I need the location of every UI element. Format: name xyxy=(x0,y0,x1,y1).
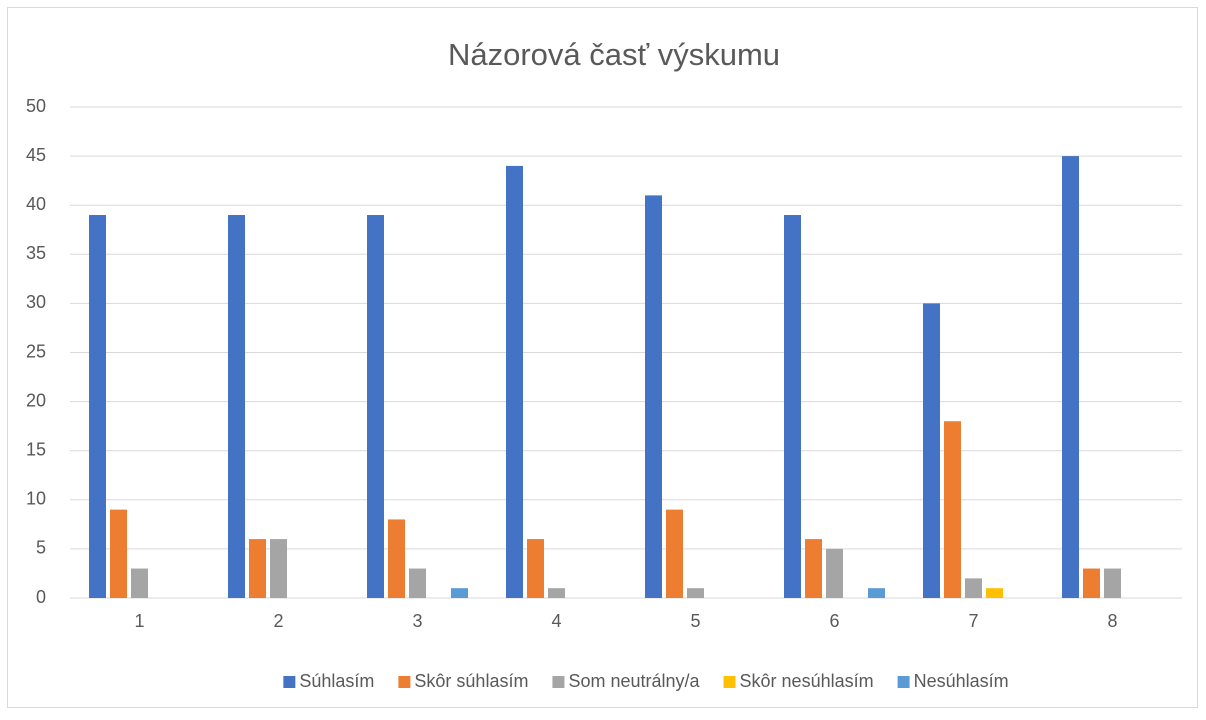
bar xyxy=(270,539,287,598)
y-tick-label: 0 xyxy=(36,587,46,607)
bar xyxy=(249,539,266,598)
bar xyxy=(228,215,245,598)
y-tick-label: 25 xyxy=(26,341,46,361)
legend-label: Som neutrálny/a xyxy=(568,671,700,691)
bar xyxy=(826,548,843,598)
y-tick-label: 35 xyxy=(26,243,46,263)
bar xyxy=(944,421,961,598)
x-tick-label: 2 xyxy=(273,611,283,631)
bar xyxy=(506,165,523,599)
bar xyxy=(548,588,565,598)
bar xyxy=(687,588,704,598)
chart-title: Názorová časť výskumu xyxy=(448,37,780,72)
bar xyxy=(965,578,982,598)
y-tick-label: 30 xyxy=(26,292,46,312)
y-tick-label: 50 xyxy=(26,96,46,116)
legend-label: Súhlasím xyxy=(299,671,374,691)
bar xyxy=(1083,568,1100,598)
x-tick-label: 7 xyxy=(968,611,978,631)
legend-label: Skôr nesúhlasím xyxy=(740,671,874,691)
bar xyxy=(784,215,801,598)
x-tick-label: 3 xyxy=(412,611,422,631)
x-tick-label: 6 xyxy=(829,611,839,631)
y-tick-label: 40 xyxy=(26,194,46,214)
y-tick-label: 5 xyxy=(36,538,46,558)
chart-frame xyxy=(7,7,1198,708)
legend-swatch xyxy=(897,676,910,688)
legend-label: Skôr súhlasím xyxy=(414,671,528,691)
legend-swatch xyxy=(723,676,736,688)
x-tick-label: 4 xyxy=(551,611,561,631)
bar xyxy=(409,568,426,598)
bar xyxy=(923,303,940,598)
bar xyxy=(131,568,148,598)
bar xyxy=(986,588,1003,598)
bar xyxy=(527,539,544,598)
y-tick-label: 15 xyxy=(26,439,46,459)
legend-swatch xyxy=(283,676,296,688)
bar xyxy=(1062,156,1079,598)
x-tick-label: 5 xyxy=(690,611,700,631)
legend-swatch xyxy=(398,676,411,688)
x-tick-label: 1 xyxy=(134,611,144,631)
bar xyxy=(805,539,822,598)
legend-swatch xyxy=(552,676,565,688)
y-tick-label: 20 xyxy=(26,390,46,410)
bar xyxy=(89,215,106,598)
x-tick-label: 8 xyxy=(1107,611,1117,631)
y-tick-label: 10 xyxy=(26,489,46,509)
bar xyxy=(110,509,127,598)
bar xyxy=(666,509,683,598)
y-tick-label: 45 xyxy=(26,145,46,165)
bar xyxy=(868,588,885,598)
bar xyxy=(1104,568,1121,598)
bar xyxy=(388,519,405,598)
bar xyxy=(367,215,384,598)
bar xyxy=(451,588,468,598)
bar xyxy=(645,195,662,598)
legend-label: Nesúhlasím xyxy=(914,671,1009,691)
